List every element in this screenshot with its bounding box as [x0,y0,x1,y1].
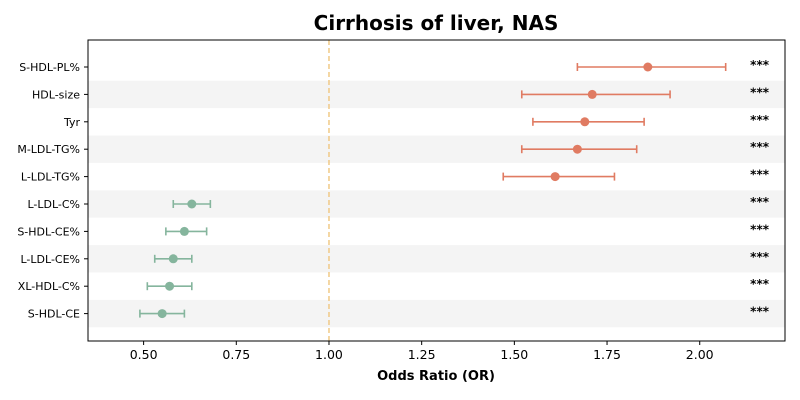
or-point [572,144,582,154]
y-tick-label: XL-HDL-C% [18,280,80,293]
significance-labels: *** *** *** *** *** *** *** *** *** *** [750,58,770,319]
significance-label: *** [750,195,770,209]
x-axis-ticks: 0.50 0.75 1.00 1.25 1.50 1.75 2.00 [130,341,714,362]
row-band [88,299,785,328]
y-tick-label: L-LDL-CE% [21,253,81,266]
x-tick-label: 1.00 [315,347,343,362]
significance-label: *** [750,85,770,99]
significance-label: *** [750,140,770,154]
or-point [187,199,197,209]
x-tick-label: 1.25 [408,347,436,362]
or-point [165,281,175,291]
x-tick-label: 0.50 [130,347,158,362]
x-axis-label: Odds Ratio (OR) [377,369,495,384]
significance-label: *** [750,305,770,319]
y-tick-label: Tyr [63,116,81,129]
or-point [168,254,178,264]
significance-label: *** [750,113,770,127]
significance-label: *** [750,168,770,182]
row-band [88,80,785,109]
row-band [88,245,785,273]
row-band [88,135,785,163]
y-tick-label: S-HDL-CE [28,308,80,321]
or-point [587,89,597,99]
chart-title: Cirrhosis of liver, NAS [314,11,559,35]
y-tick-label: S-HDL-PL% [19,61,80,74]
significance-label: *** [750,277,770,291]
row-bands [88,80,785,328]
significance-label: *** [750,222,770,236]
y-tick-label: L-LDL-TG% [21,171,80,184]
or-point [179,226,189,236]
or-point [580,117,590,127]
x-tick-label: 0.75 [222,347,250,362]
y-tick-label: HDL-size [32,88,80,101]
or-point [643,62,653,72]
or-point [550,172,560,182]
y-axis-labels: S-HDL-PL% HDL-size Tyr M-LDL-TG% L-LDL-TG% L-… [17,61,88,321]
x-tick-label: 2.00 [686,347,714,362]
significance-label: *** [750,250,770,264]
y-tick-label: S-HDL-CE% [17,225,80,238]
y-tick-label: L-LDL-C% [27,198,80,211]
or-point [157,309,167,319]
data-rows [139,62,727,319]
y-tick-label: M-LDL-TG% [17,143,80,156]
x-tick-label: 1.75 [593,347,621,362]
plot-frame [87,39,786,342]
x-tick-label: 1.50 [500,347,528,362]
significance-label: *** [750,58,770,72]
